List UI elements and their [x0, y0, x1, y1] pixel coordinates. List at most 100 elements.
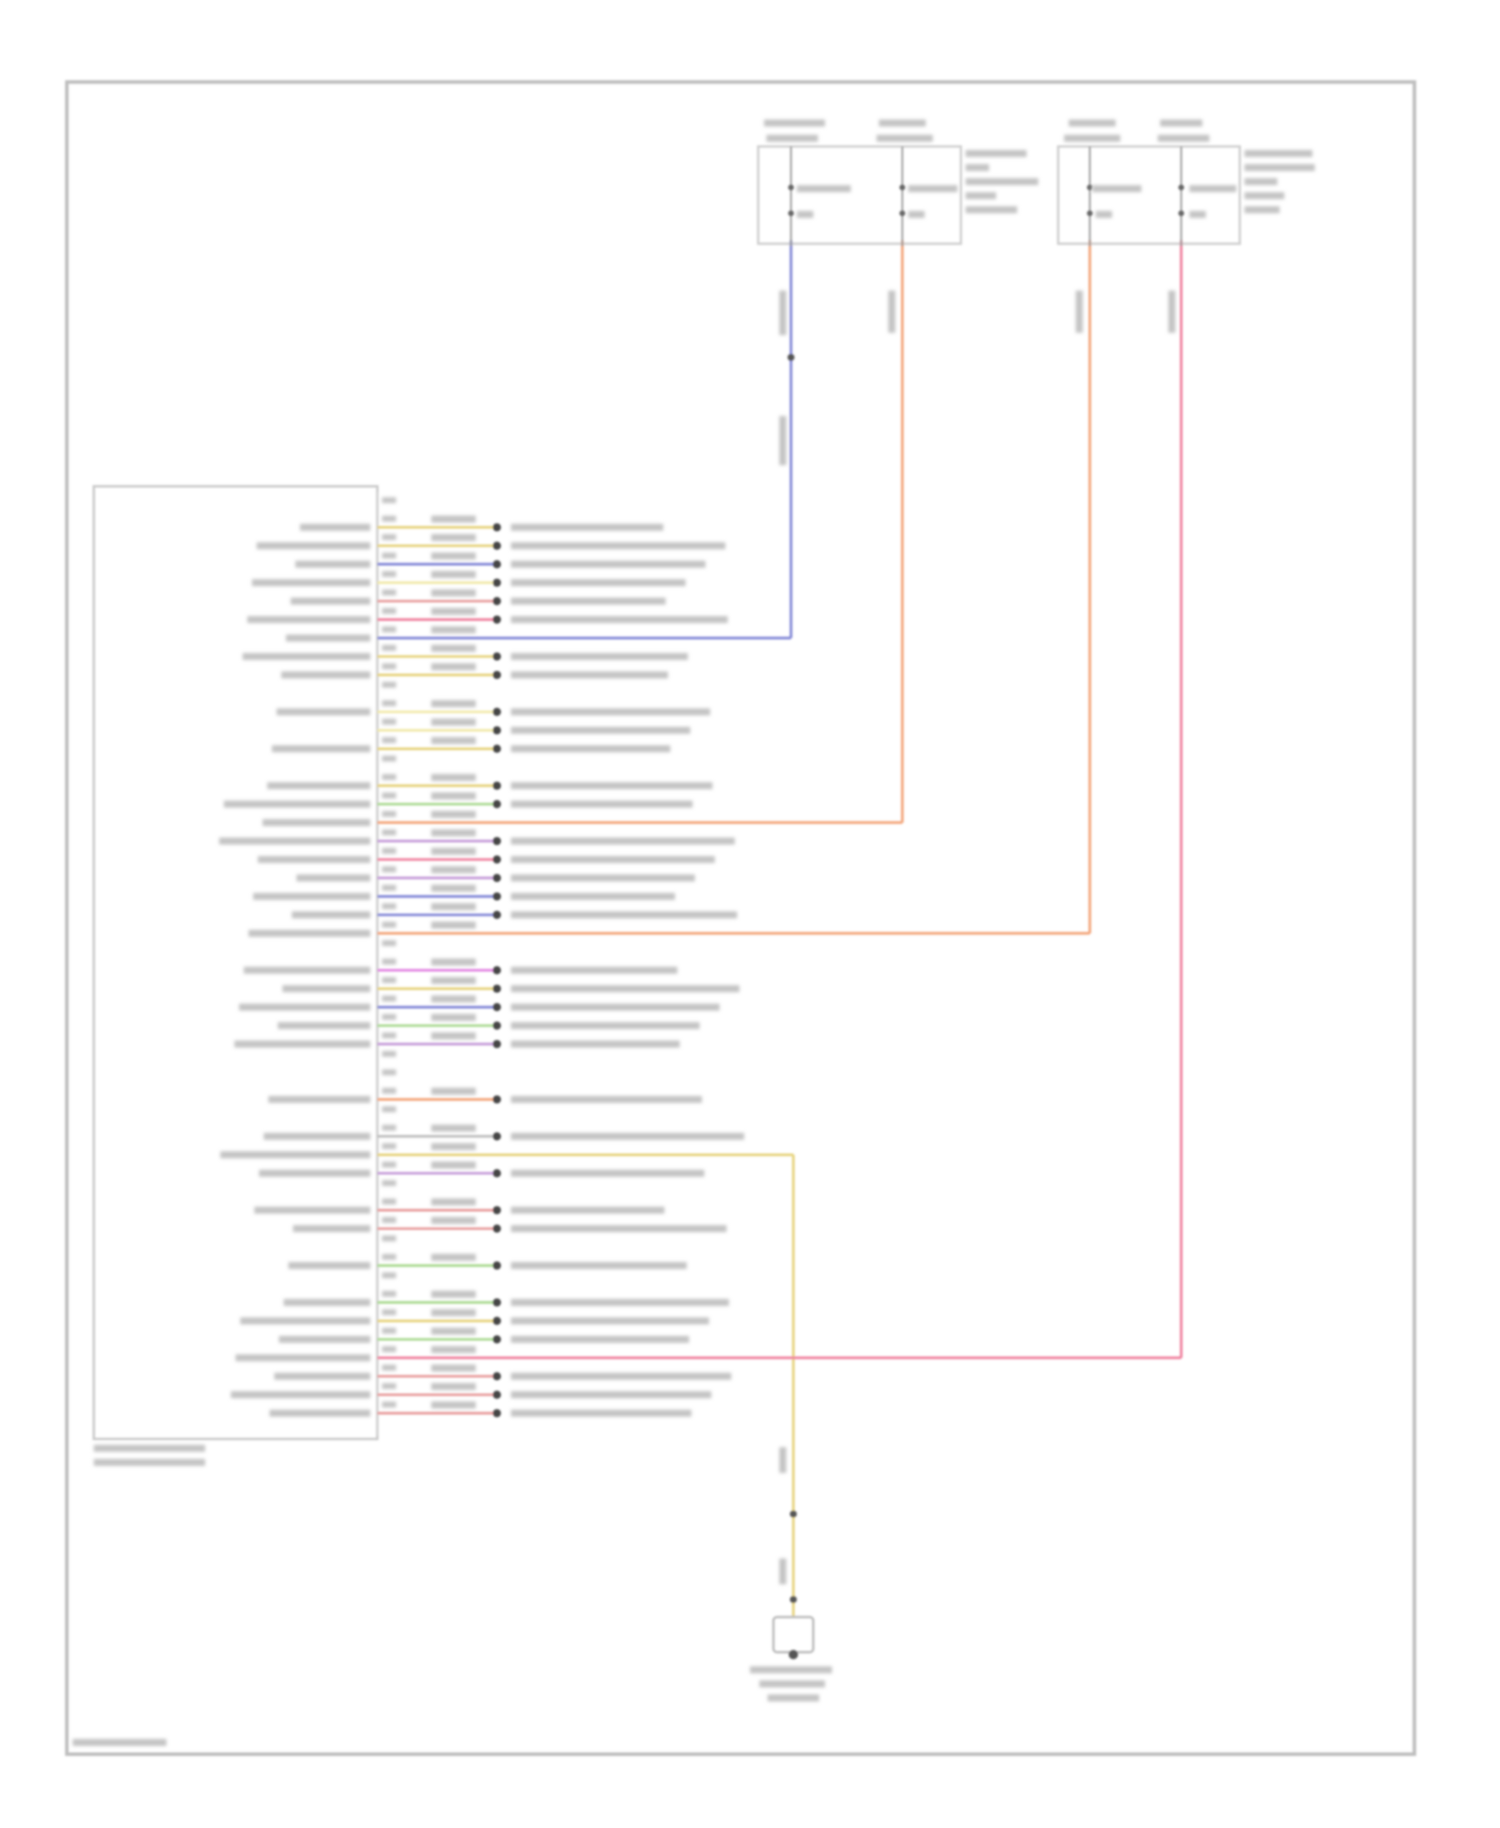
- splice-dot: [492, 1095, 501, 1104]
- pin-number: [382, 1346, 397, 1353]
- fuse-terminal: [1086, 210, 1093, 217]
- wire-color-code: [431, 1364, 476, 1372]
- destination-label: [510, 671, 668, 679]
- pin-number: [382, 811, 397, 817]
- pin-label: [239, 1003, 371, 1011]
- wire-color-code: [431, 903, 476, 911]
- wire-color-code: [431, 570, 476, 578]
- pin-row: [377, 597, 501, 606]
- pin-number: [382, 515, 397, 522]
- pin-row: [377, 1206, 501, 1215]
- pin-row: [377, 1169, 501, 1178]
- pin-number: [382, 958, 397, 965]
- destination-label: [510, 708, 711, 716]
- wire-color-code: [431, 976, 476, 985]
- pin-label: [300, 523, 371, 531]
- pin-number: [382, 1327, 397, 1334]
- pin-label: [230, 1391, 371, 1399]
- pin-number: [382, 1143, 397, 1150]
- splice-dot: [492, 855, 501, 864]
- splice-dot: [492, 560, 501, 569]
- pin-row: [377, 984, 501, 993]
- fuse-terminal: [899, 184, 906, 191]
- destination-label: [510, 616, 728, 624]
- pin-rows: [377, 523, 1182, 1418]
- pin-row: [377, 1335, 501, 1344]
- pin-number: [382, 737, 397, 744]
- destination-label: [510, 523, 664, 531]
- fuse-terminal: [1178, 210, 1185, 217]
- destination-label: [510, 1391, 712, 1399]
- pin-label: [285, 634, 371, 642]
- pin-row: [377, 1039, 501, 1049]
- pin-row: [377, 670, 501, 680]
- control-module-box: [92, 485, 379, 1441]
- pin-number: [382, 1198, 397, 1205]
- wire-color-code: [431, 921, 476, 929]
- destination-label: [510, 652, 688, 661]
- pin-number: [382, 1401, 397, 1408]
- pin-label: [291, 911, 371, 919]
- splice-dot: [492, 541, 501, 550]
- destination-label: [510, 837, 735, 845]
- pin-row: [377, 707, 501, 716]
- pin-row: [377, 910, 501, 919]
- pin-row: [377, 1132, 501, 1141]
- pin-number: [382, 626, 397, 633]
- pin-number: [382, 1290, 397, 1297]
- destination-label: [510, 782, 713, 790]
- wire-color-code: [431, 515, 476, 523]
- splice-dot: [492, 1335, 501, 1344]
- destination-label: [510, 745, 671, 753]
- wires: [787, 146, 1185, 1618]
- wire-color-code: [431, 1013, 476, 1021]
- pin-label: [293, 1225, 371, 1233]
- pin-label: [262, 819, 371, 827]
- destination-label: [510, 1372, 732, 1380]
- pin-row: [377, 1316, 501, 1326]
- splice-dot: [787, 353, 795, 361]
- pin-label: [247, 616, 371, 624]
- splice-dot: [492, 1224, 501, 1233]
- pin-label: [268, 1095, 371, 1103]
- pin-number: [382, 1161, 397, 1168]
- pin-number: [382, 571, 397, 577]
- destination-label: [510, 1169, 705, 1177]
- splice-dot: [492, 707, 501, 716]
- wire-color-code: [431, 847, 476, 855]
- pin-label: [282, 985, 371, 993]
- fuse-terminal: [788, 184, 794, 191]
- pin-row: [377, 1372, 501, 1381]
- pin-number: [382, 1032, 397, 1039]
- pin-row: [377, 560, 501, 569]
- splice-dot: [492, 615, 501, 624]
- wire-color-code: [431, 866, 476, 874]
- pin-number: [382, 1069, 397, 1076]
- pin-number: [382, 755, 397, 762]
- wire-color-code: [431, 1216, 476, 1224]
- pin-number: [382, 1180, 397, 1187]
- pin-row: [377, 1095, 501, 1104]
- splice-dot: [492, 523, 501, 532]
- destination-label: [510, 1132, 745, 1140]
- wire-color-code: [431, 718, 476, 726]
- pin-label: [269, 1409, 371, 1417]
- destination-label: [510, 855, 715, 864]
- pin-number: [382, 774, 397, 780]
- pin-label: [278, 1335, 371, 1343]
- destination-label: [510, 726, 691, 734]
- fuse-block-1: [757, 145, 963, 245]
- pin-number: [382, 1364, 397, 1371]
- pin-label: [223, 800, 371, 808]
- wire-color-code: [431, 626, 476, 634]
- pin-number: [382, 1383, 397, 1390]
- pin-label: [288, 1262, 371, 1270]
- destination-label: [510, 1225, 727, 1233]
- wire-color-code: [431, 773, 476, 782]
- wire-color-code: [431, 589, 476, 597]
- splice-dot: [492, 1039, 501, 1049]
- pin-row: [377, 726, 501, 735]
- wire-color-code: [431, 700, 476, 708]
- wire-color-code: [431, 607, 476, 615]
